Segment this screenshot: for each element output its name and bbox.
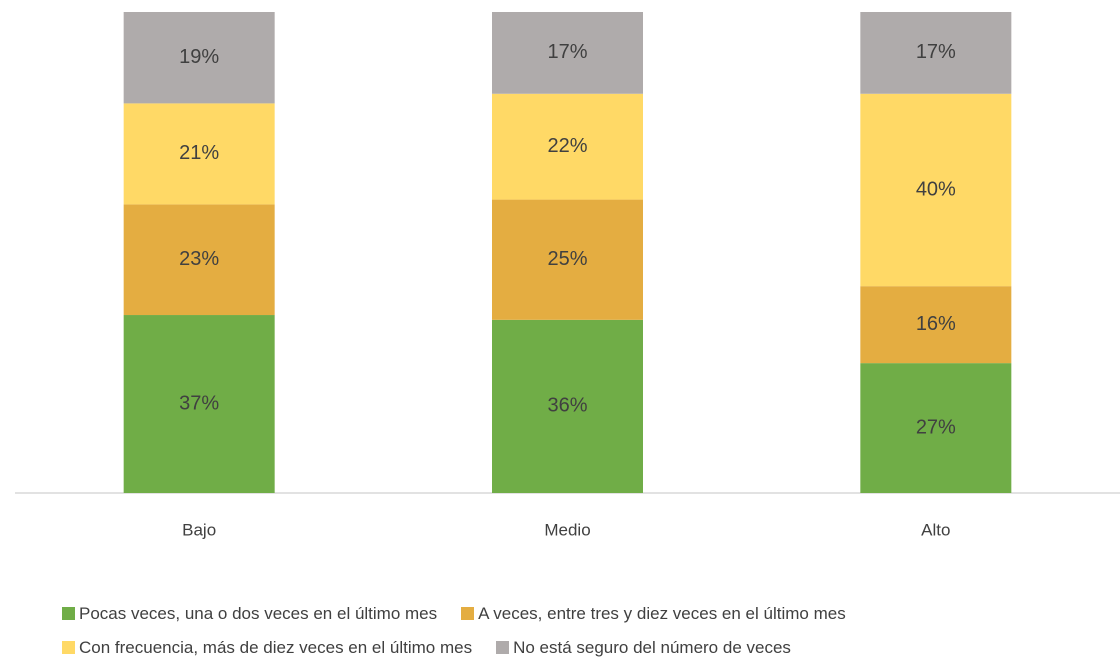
legend-item: A veces, entre tres y diez veces en el ú… [461,597,846,631]
bar-segment [860,286,1012,364]
legend-label: Con frecuencia, más de diez veces en el … [79,638,473,657]
data-label: 27% [916,416,956,438]
bar-segment [860,93,1012,287]
legend-item: Con frecuencia, más de diez veces en el … [62,631,472,665]
bar-segment [860,363,1012,493]
bar-segment [492,199,643,320]
bar-segment [123,204,275,316]
data-label: 21% [179,142,219,164]
data-label: 17% [547,41,587,63]
data-label: 40% [916,178,956,200]
data-label: 23% [179,248,219,270]
bar-segment [123,103,275,205]
data-label: 19% [179,46,219,68]
legend-label: A veces, entre tres y diez veces en el ú… [478,604,846,623]
bar-segment [492,12,643,94]
legend-label: Pocas veces, una o dos veces en el últim… [79,604,438,623]
legend-label: No está seguro del número de veces [513,638,791,657]
legend-item: Pocas veces, una o dos veces en el últim… [62,597,437,631]
legend-swatch [461,607,475,620]
bar-segment [123,12,275,104]
legend-item: No está seguro del número de veces [496,631,791,665]
data-label: 37% [179,392,219,414]
bar-segment [123,315,275,493]
x-tick-label: Alto [921,520,950,539]
bar-segment [492,319,643,493]
data-label: 17% [916,41,956,63]
x-tick-label: Medio [544,520,590,539]
x-tick-label: Bajo [182,520,216,539]
data-label: 22% [547,135,587,157]
data-label: 36% [547,395,587,417]
bar-segment [860,12,1012,94]
legend-swatch [62,607,75,620]
legend-swatch [62,641,75,654]
legend: Pocas veces, una o dos veces en el últim… [62,597,1092,665]
plot: 37% 23% 21% 19% Bajo 36% 25% 22% 17% Medio 27% 16% 4… [15,12,1120,539]
data-label: 16% [916,313,956,335]
bar-segment [492,93,643,200]
data-label: 25% [547,248,587,270]
legend-swatch [496,641,510,654]
